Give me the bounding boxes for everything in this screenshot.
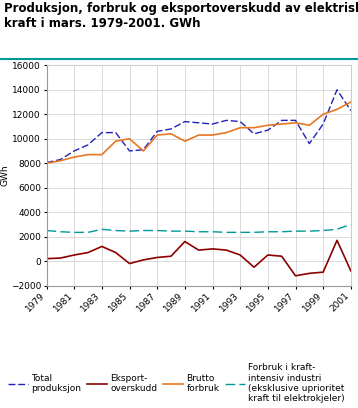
Legend: Total
produksjon, Eksport-
overskudd, Brutto
forbruk, Forbruk i kraft-
intensiv : Total produksjon, Eksport- overskudd, Br… <box>8 363 345 404</box>
Text: Produksjon, forbruk og eksportoverskudd av elektrisk
kraft i mars. 1979-2001. GW: Produksjon, forbruk og eksportoverskudd … <box>4 2 358 30</box>
Y-axis label: GWh: GWh <box>0 164 9 186</box>
